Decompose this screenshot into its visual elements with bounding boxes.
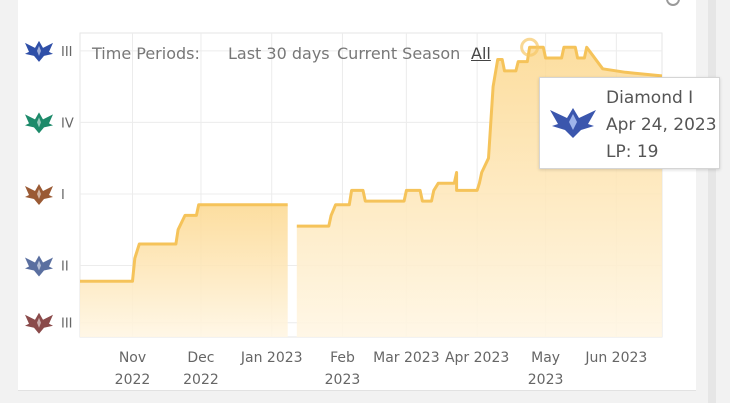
y-tick-label: III [61,45,73,60]
highlight-point[interactable] [520,37,540,57]
x-tick-label: Apr 2023 [445,350,509,366]
diamond-emblem-icon [550,108,596,138]
x-tick-label: May [531,350,560,366]
x-tick-year: 2022 [115,372,151,388]
x-tick-label: Dec [187,350,214,366]
tooltip-date: Apr 24, 2023 [606,115,717,135]
iron-emblem-icon [25,312,53,334]
x-tick-label: Jun 2023 [584,350,647,366]
x-tick-year: 2023 [325,372,361,388]
tooltip-lp: LP: 19 [606,142,659,162]
bronze-emblem-icon [25,183,53,205]
y-tick-label: II [61,259,69,274]
silver-emblem-icon [25,255,53,277]
period-all[interactable]: All [471,44,491,63]
lp-line [296,45,662,228]
scrollbar-track[interactable] [708,0,716,403]
time-periods-label: Time Periods: [92,44,200,63]
x-tick-label: Jan 2023 [240,350,303,366]
x-tick-year: 2022 [183,372,219,388]
y-tick-label: III [61,317,73,332]
diamond-emblem-icon [25,40,53,62]
lp-line [80,203,288,283]
emerald-emblem-icon [25,112,53,134]
y-tick-label: IV [61,116,74,131]
x-tick-label: Feb [330,350,355,366]
x-tick-year: 2023 [528,372,564,388]
rank-tooltip: Diamond I Apr 24, 2023 LP: 19 [539,77,720,169]
period-current-season[interactable]: Current Season [337,44,461,63]
period-last-30-days[interactable]: Last 30 days [228,44,330,63]
x-tick-label: Nov [119,350,146,366]
y-tick-label: I [61,188,65,203]
tooltip-rank: Diamond I [606,88,694,108]
x-tick-label: Mar 2023 [373,350,440,366]
lp-area [80,204,288,337]
